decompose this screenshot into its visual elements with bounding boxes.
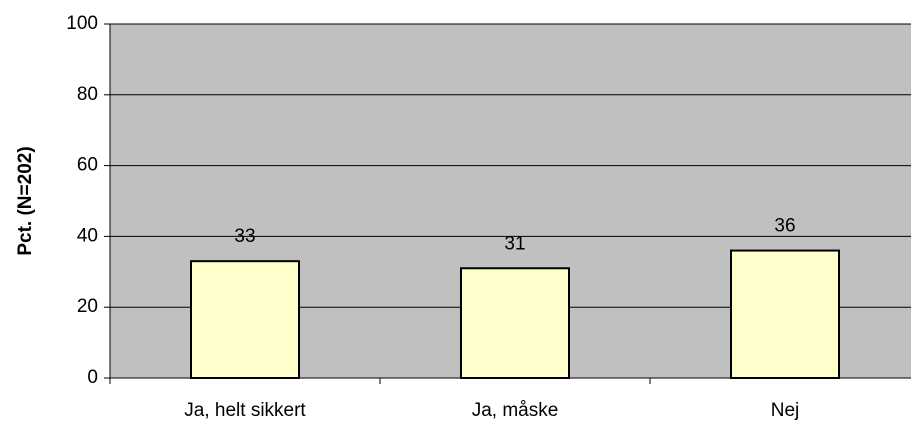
y-tick-label: 80: [77, 84, 98, 105]
bar: [730, 249, 840, 379]
y-tick-label: 60: [77, 155, 98, 176]
x-tick-label: Ja, helt sikkert: [184, 400, 306, 421]
y-axis-title: Pct. (N=202): [15, 146, 36, 255]
y-tick-label: 100: [66, 13, 98, 34]
data-label: 31: [504, 233, 525, 254]
bar: [460, 267, 570, 380]
data-label: 33: [234, 226, 255, 247]
y-tick-label: 40: [77, 225, 98, 246]
y-tick-label: 0: [87, 367, 98, 388]
data-label: 36: [774, 216, 795, 237]
y-tick-label: 20: [77, 296, 98, 317]
x-tick-label: Ja, måske: [472, 400, 559, 421]
bar: [190, 260, 300, 379]
x-tick-label: Nej: [771, 400, 800, 421]
